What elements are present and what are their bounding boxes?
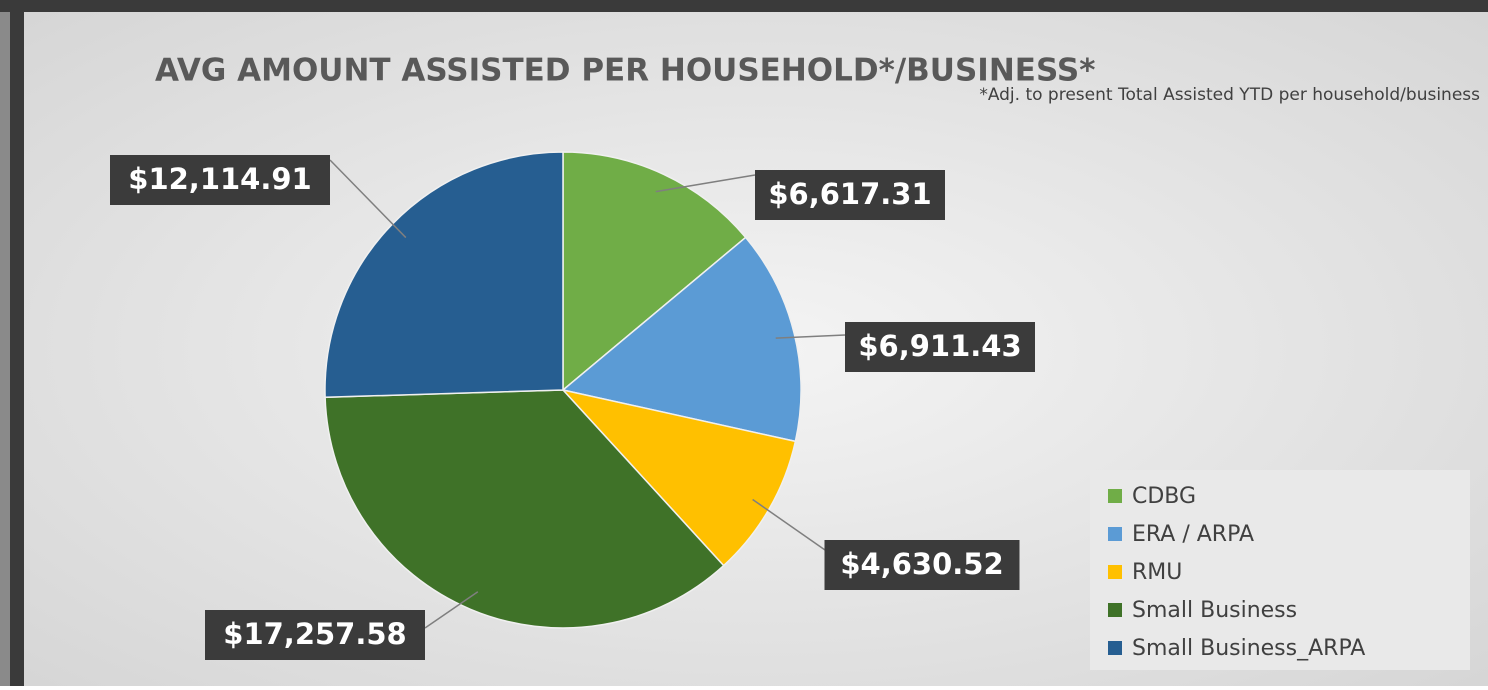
legend-label: Small Business_ARPA [1132, 636, 1365, 661]
legend-label: Small Business [1132, 598, 1297, 623]
data-label: $6,911.43 [858, 329, 1021, 363]
legend-swatch [1108, 489, 1122, 503]
data-label-box [755, 170, 945, 220]
pie-slice [324, 389, 725, 629]
pie-slice [562, 151, 747, 392]
pie-slice [561, 236, 802, 443]
data-label: $12,114.91 [128, 162, 311, 196]
pie-slice [560, 388, 797, 567]
legend-swatch [1108, 565, 1122, 579]
leader-line [655, 174, 756, 193]
chart-title: AVG AMOUNT ASSISTED PER HOUSEHOLD*/BUSIN… [155, 53, 1095, 89]
legend-label: CDBG [1132, 484, 1196, 509]
legend-swatch [1108, 641, 1122, 655]
legend-swatch [1108, 527, 1122, 541]
data-label-box [824, 540, 1020, 590]
data-label: $4,630.52 [840, 547, 1003, 581]
data-label-box [110, 155, 330, 205]
data-label-box [845, 322, 1035, 372]
chart-subtitle: *Adj. to present Total Assisted YTD per … [979, 85, 1480, 105]
legend-label: ERA / ARPA [1132, 522, 1254, 547]
data-label: $17,257.58 [223, 617, 406, 651]
leader-line [775, 334, 846, 339]
leader-line [752, 498, 826, 551]
leader-line [424, 591, 479, 629]
data-label-box [205, 610, 425, 660]
legend-label: RMU [1132, 560, 1182, 585]
data-label: $6,617.31 [768, 177, 931, 211]
legend-box [1090, 470, 1470, 670]
leader-line [329, 159, 407, 239]
frame-edge [0, 12, 10, 686]
legend-swatch [1108, 603, 1122, 617]
